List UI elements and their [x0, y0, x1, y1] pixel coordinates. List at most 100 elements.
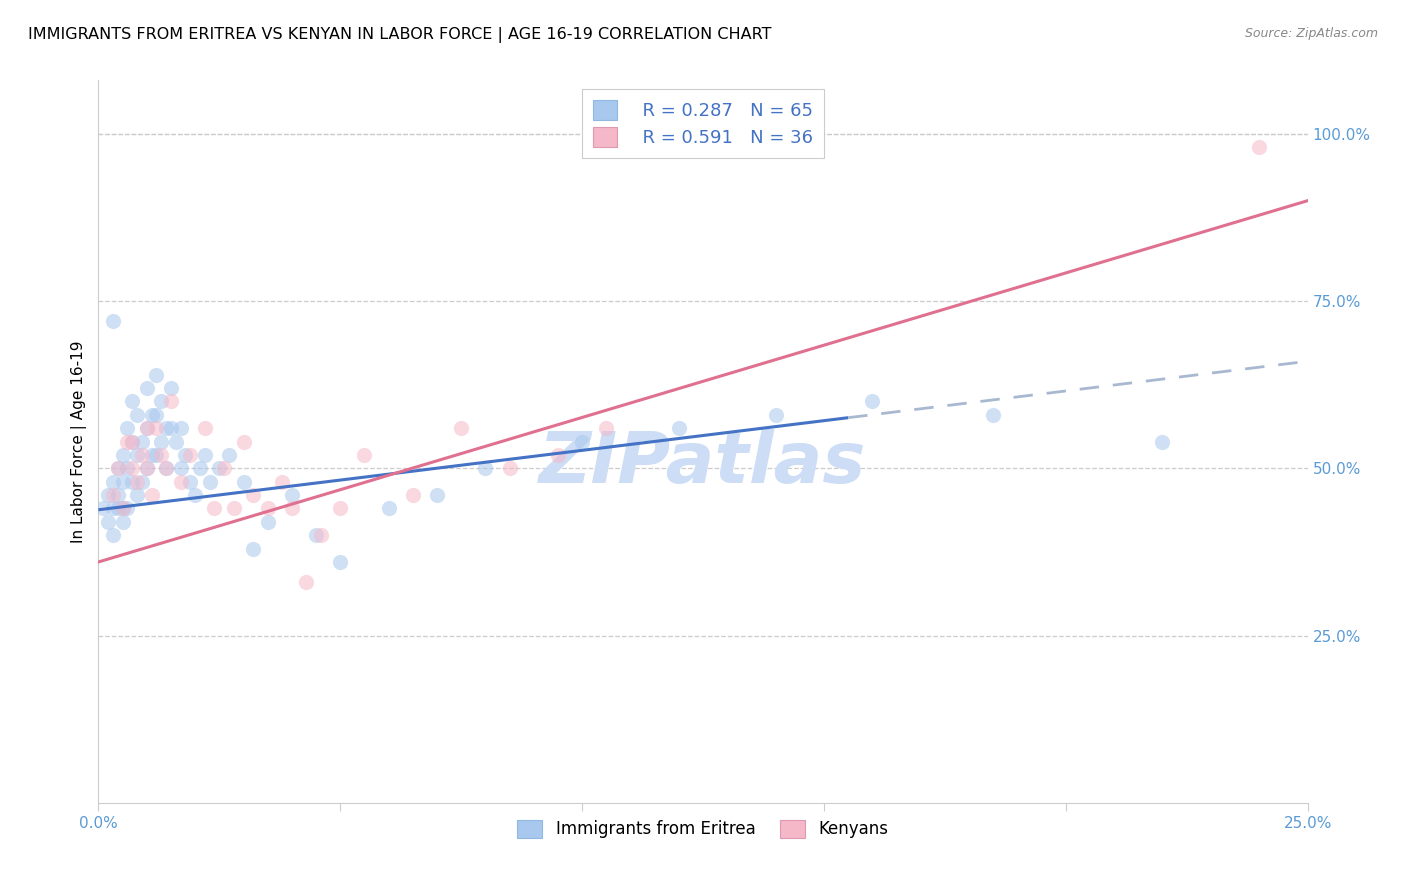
Point — [111, 475, 134, 489]
Point — [111, 501, 134, 516]
Point — [101, 501, 124, 516]
Point — [117, 501, 139, 516]
Point — [169, 475, 191, 489]
Point — [121, 434, 143, 449]
Point — [111, 515, 134, 529]
Point — [271, 475, 294, 489]
Point — [169, 461, 191, 475]
Point — [309, 528, 332, 542]
Point — [150, 394, 173, 409]
Point — [765, 408, 787, 422]
Point — [256, 501, 278, 516]
Point — [155, 461, 177, 475]
Point — [121, 434, 143, 449]
Point — [107, 501, 129, 516]
Point — [981, 408, 1004, 422]
Text: ZIPatlas: ZIPatlas — [540, 429, 866, 498]
Point — [101, 488, 124, 502]
Point — [281, 488, 304, 502]
Point — [595, 421, 617, 435]
Point — [160, 421, 183, 435]
Point — [1249, 140, 1271, 154]
Point — [101, 475, 124, 489]
Point — [194, 448, 217, 462]
Point — [179, 475, 201, 489]
Point — [242, 488, 264, 502]
Point — [141, 448, 163, 462]
Point — [232, 475, 254, 489]
Point — [111, 501, 134, 516]
Point — [184, 488, 207, 502]
Point — [135, 381, 157, 395]
Point — [474, 461, 496, 475]
Point — [450, 421, 472, 435]
Point — [127, 488, 149, 502]
Point — [91, 501, 114, 516]
Point — [101, 314, 124, 328]
Point — [150, 434, 173, 449]
Point — [155, 421, 177, 435]
Point — [141, 488, 163, 502]
Point — [127, 408, 149, 422]
Point — [145, 448, 167, 462]
Point — [498, 461, 520, 475]
Point — [97, 488, 120, 502]
Y-axis label: In Labor Force | Age 16-19: In Labor Force | Age 16-19 — [72, 340, 87, 543]
Point — [101, 528, 124, 542]
Point — [204, 501, 226, 516]
Point — [121, 394, 143, 409]
Legend: Immigrants from Eritrea, Kenyans: Immigrants from Eritrea, Kenyans — [510, 813, 896, 845]
Point — [117, 421, 139, 435]
Point — [232, 434, 254, 449]
Point — [135, 421, 157, 435]
Text: Source: ZipAtlas.com: Source: ZipAtlas.com — [1244, 27, 1378, 40]
Point — [121, 461, 143, 475]
Point — [218, 448, 240, 462]
Point — [426, 488, 449, 502]
Point — [145, 421, 167, 435]
Point — [165, 434, 187, 449]
Point — [174, 448, 197, 462]
Point — [160, 394, 183, 409]
Point — [212, 461, 235, 475]
Point — [281, 501, 304, 516]
Point — [131, 475, 153, 489]
Point — [127, 448, 149, 462]
Point — [402, 488, 425, 502]
Point — [121, 475, 143, 489]
Point — [155, 461, 177, 475]
Point — [145, 408, 167, 422]
Point — [305, 528, 328, 542]
Point — [668, 421, 690, 435]
Point — [242, 541, 264, 556]
Point — [145, 368, 167, 382]
Point — [131, 448, 153, 462]
Point — [208, 461, 231, 475]
Point — [179, 448, 201, 462]
Point — [547, 448, 569, 462]
Point — [135, 421, 157, 435]
Point — [329, 501, 352, 516]
Point — [150, 448, 173, 462]
Point — [194, 421, 217, 435]
Point — [188, 461, 211, 475]
Point — [117, 461, 139, 475]
Point — [169, 421, 191, 435]
Point — [571, 434, 593, 449]
Point — [117, 434, 139, 449]
Point — [295, 575, 318, 590]
Point — [377, 501, 399, 516]
Point — [198, 475, 221, 489]
Point — [97, 515, 120, 529]
Point — [141, 408, 163, 422]
Point — [1152, 434, 1174, 449]
Point — [107, 461, 129, 475]
Point — [329, 555, 352, 569]
Point — [256, 515, 278, 529]
Point — [127, 475, 149, 489]
Point — [111, 448, 134, 462]
Text: IMMIGRANTS FROM ERITREA VS KENYAN IN LABOR FORCE | AGE 16-19 CORRELATION CHART: IMMIGRANTS FROM ERITREA VS KENYAN IN LAB… — [28, 27, 772, 43]
Point — [160, 381, 183, 395]
Point — [860, 394, 883, 409]
Point — [107, 488, 129, 502]
